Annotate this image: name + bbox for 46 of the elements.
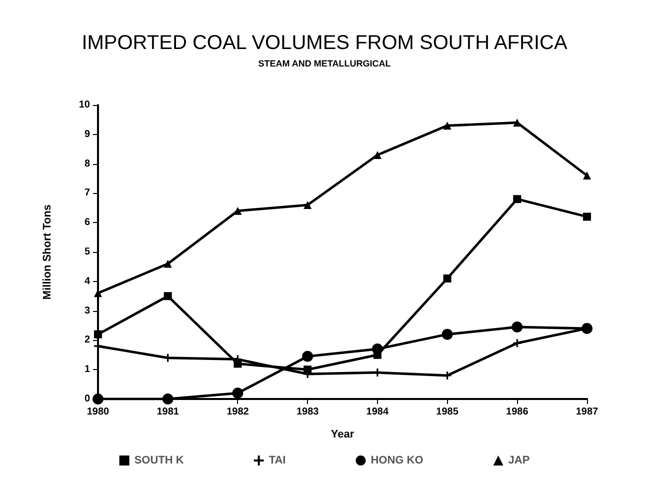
point bbox=[583, 212, 591, 221]
point bbox=[443, 122, 452, 130]
y-tick-label: 0 bbox=[84, 394, 90, 404]
point bbox=[94, 330, 102, 338]
point bbox=[302, 350, 314, 362]
x-tick-label: 1982 bbox=[226, 406, 250, 418]
y-tick-label: 5 bbox=[84, 246, 90, 258]
point bbox=[443, 274, 452, 282]
chart-title: IMPORTED COAL VOLUMES FROM SOUTH AFRICA bbox=[82, 32, 568, 54]
y-tick-label: 7 bbox=[84, 188, 90, 199]
x-tick-label: 1987 bbox=[576, 406, 599, 418]
legend-label: SOUTH K bbox=[134, 454, 184, 466]
legend-label: TAI bbox=[268, 454, 286, 466]
y-tick-label: 1 bbox=[84, 364, 90, 376]
x-axis-title: Year bbox=[330, 428, 355, 440]
chart-subtitle: STEAM AND METALLURGICAL bbox=[258, 58, 392, 68]
y-tick-label: 9 bbox=[84, 128, 90, 140]
y-tick-label: 3 bbox=[84, 305, 90, 316]
point bbox=[442, 328, 453, 340]
point bbox=[513, 195, 522, 204]
x-tick-label: 1980 bbox=[86, 406, 110, 418]
y-tick-label: 4 bbox=[84, 276, 90, 287]
point bbox=[164, 260, 172, 268]
point bbox=[373, 150, 382, 159]
point bbox=[513, 339, 522, 348]
point bbox=[513, 118, 522, 127]
point bbox=[512, 321, 523, 332]
x-tick-label: 1986 bbox=[506, 406, 529, 418]
x-tick-label: 1981 bbox=[156, 406, 180, 418]
point bbox=[92, 394, 104, 404]
x-tick-label: 1984 bbox=[366, 406, 389, 418]
point bbox=[304, 200, 312, 209]
y-axis-title: Million Short Tons bbox=[42, 204, 54, 300]
point bbox=[583, 172, 591, 180]
legend-label: HONG KO bbox=[370, 454, 424, 466]
legend-label: JAP bbox=[508, 454, 530, 466]
y-tick-label: 10 bbox=[78, 100, 90, 110]
x-tick-label: 1983 bbox=[296, 406, 320, 418]
point bbox=[234, 206, 242, 215]
point bbox=[232, 388, 244, 399]
y-tick-label: 8 bbox=[84, 158, 90, 170]
point bbox=[162, 394, 174, 404]
y-tick-label: 2 bbox=[84, 334, 90, 346]
y-tick-label: 6 bbox=[84, 217, 90, 228]
point bbox=[164, 292, 172, 300]
x-tick-label: 1985 bbox=[436, 406, 459, 418]
